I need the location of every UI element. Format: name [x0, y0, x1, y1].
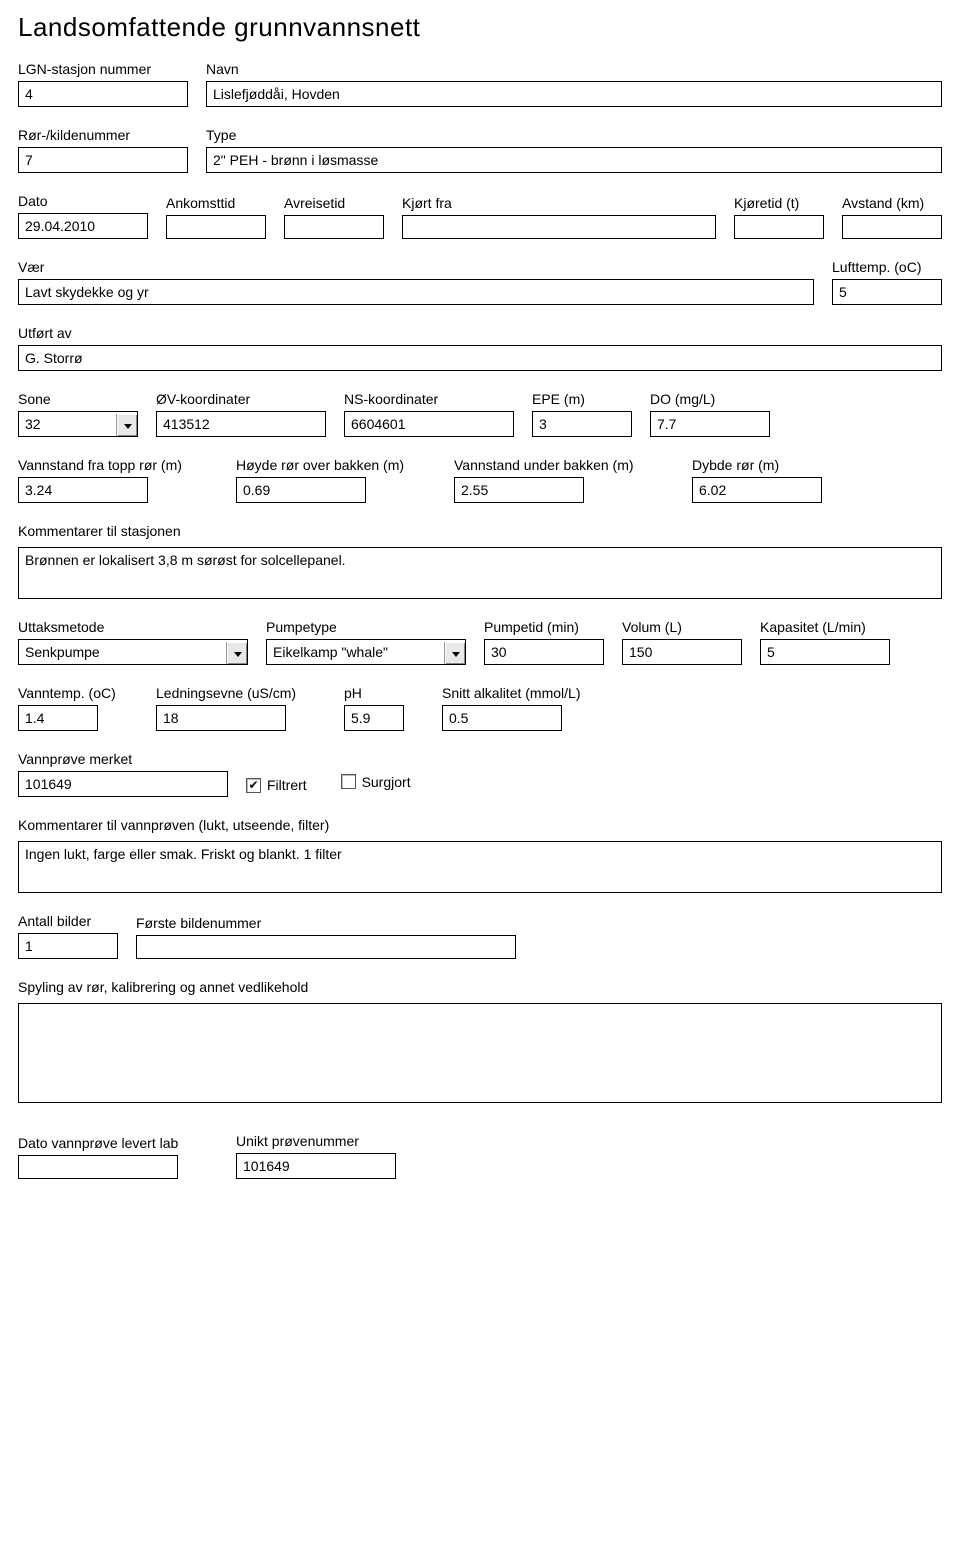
alk-value: 0.5 — [442, 705, 562, 731]
dr-label: Dybde rør (m) — [692, 457, 822, 473]
pumpetype-select[interactable]: Eikelkamp "whale" — [266, 639, 466, 665]
lufttemp-label: Lufttemp. (oC) — [832, 259, 942, 275]
uttak-select[interactable]: Senkpumpe — [18, 639, 248, 665]
fbn-value — [136, 935, 516, 959]
lufttemp-value: 5 — [832, 279, 942, 305]
pumpetid-label: Pumpetid (min) — [484, 619, 604, 635]
ov-label: ØV-koordinater — [156, 391, 326, 407]
lgn-value: 4 — [18, 81, 188, 107]
upn-label: Unikt prøvenummer — [236, 1133, 436, 1149]
vaer-value: Lavt skydekke og yr — [18, 279, 814, 305]
do-value: 7.7 — [650, 411, 770, 437]
vub-label: Vannstand under bakken (m) — [454, 457, 674, 473]
checkbox-icon — [246, 778, 261, 793]
sone-select[interactable]: 32 — [18, 411, 138, 437]
navn-value: Lislefjøddåi, Hovden — [206, 81, 942, 107]
kap-value: 5 — [760, 639, 890, 665]
chevron-down-icon — [234, 652, 242, 657]
kjoretid-label: Kjøretid (t) — [734, 195, 824, 211]
utfort-label: Utført av — [18, 325, 942, 341]
volum-label: Volum (L) — [622, 619, 742, 635]
dvll-label: Dato vannprøve levert lab — [18, 1135, 218, 1151]
type-value: 2" PEH - brønn i løsmasse — [206, 147, 942, 173]
filtrert-label: Filtrert — [267, 777, 307, 793]
pumpetype-label: Pumpetype — [266, 619, 466, 635]
pumpetid-value: 30 — [484, 639, 604, 665]
sone-label: Sone — [18, 391, 138, 407]
kom2-label: Kommentarer til vannprøven (lukt, utseen… — [18, 817, 942, 833]
ns-value: 6604601 — [344, 411, 514, 437]
vub-value: 2.55 — [454, 477, 584, 503]
dvll-value — [18, 1155, 178, 1179]
epe-value: 3 — [532, 411, 632, 437]
dato-value: 29.04.2010 — [18, 213, 148, 239]
kom-label: Kommentarer til stasjonen — [18, 523, 942, 539]
avreise-value — [284, 215, 384, 239]
kom-value: Brønnen er lokalisert 3,8 m sørøst for s… — [18, 547, 942, 599]
chevron-down-icon — [452, 652, 460, 657]
ror-label: Rør-/kildenummer — [18, 127, 188, 143]
surgjort-checkbox[interactable]: Surgjort — [341, 774, 411, 790]
navn-label: Navn — [206, 61, 942, 77]
ror-value: 7 — [18, 147, 188, 173]
lgn-label: LGN-stasjon nummer — [18, 61, 188, 77]
spy-label: Spyling av rør, kalibrering og annet ved… — [18, 979, 942, 995]
chevron-down-icon — [124, 424, 132, 429]
kom2-value: Ingen lukt, farge eller smak. Friskt og … — [18, 841, 942, 893]
fbn-label: Første bildenummer — [136, 915, 516, 931]
led-label: Ledningsevne (uS/cm) — [156, 685, 326, 701]
type-label: Type — [206, 127, 942, 143]
epe-label: EPE (m) — [532, 391, 632, 407]
filtrert-checkbox[interactable]: Filtrert — [246, 777, 307, 793]
vm-value: 101649 — [18, 771, 228, 797]
kap-label: Kapasitet (L/min) — [760, 619, 890, 635]
ph-label: pH — [344, 685, 424, 701]
uttak-label: Uttaksmetode — [18, 619, 248, 635]
kjortfra-label: Kjørt fra — [402, 195, 716, 211]
vm-label: Vannprøve merket — [18, 751, 228, 767]
dato-label: Dato — [18, 193, 148, 209]
upn-value: 101649 — [236, 1153, 396, 1179]
ant-value: 1 — [18, 933, 118, 959]
vtr-label: Vannstand fra topp rør (m) — [18, 457, 218, 473]
alk-label: Snitt alkalitet (mmol/L) — [442, 685, 622, 701]
utfort-value: G. Storrø — [18, 345, 942, 371]
volum-value: 150 — [622, 639, 742, 665]
hrob-value: 0.69 — [236, 477, 366, 503]
led-value: 18 — [156, 705, 286, 731]
page-title: Landsomfattende grunnvannsnett — [18, 12, 942, 43]
kjortfra-value — [402, 215, 716, 239]
kjoretid-value — [734, 215, 824, 239]
vtemp-value: 1.4 — [18, 705, 98, 731]
hrob-label: Høyde rør over bakken (m) — [236, 457, 436, 473]
surgjort-label: Surgjort — [362, 774, 411, 790]
ankomst-value — [166, 215, 266, 239]
avstand-value — [842, 215, 942, 239]
ph-value: 5.9 — [344, 705, 404, 731]
ov-value: 413512 — [156, 411, 326, 437]
vaer-label: Vær — [18, 259, 814, 275]
ns-label: NS-koordinater — [344, 391, 514, 407]
avreise-label: Avreisetid — [284, 195, 384, 211]
do-label: DO (mg/L) — [650, 391, 770, 407]
vtr-value: 3.24 — [18, 477, 148, 503]
avstand-label: Avstand (km) — [842, 195, 942, 211]
dr-value: 6.02 — [692, 477, 822, 503]
ant-label: Antall bilder — [18, 913, 118, 929]
checkbox-icon — [341, 774, 356, 789]
ankomst-label: Ankomsttid — [166, 195, 266, 211]
vtemp-label: Vanntemp. (oC) — [18, 685, 138, 701]
spy-value — [18, 1003, 942, 1103]
